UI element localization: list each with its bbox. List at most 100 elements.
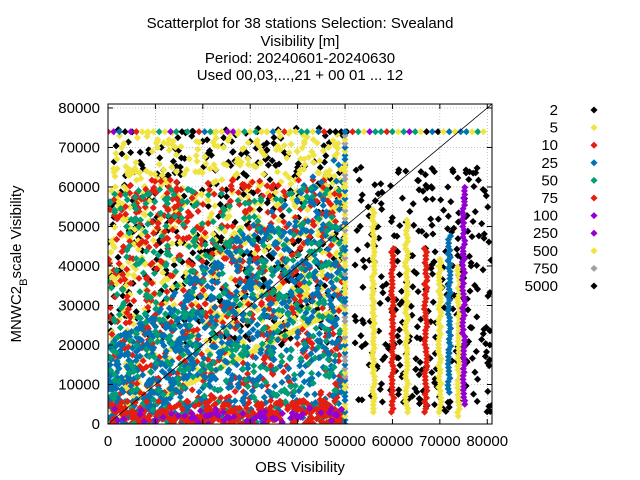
data-point-yellow xyxy=(287,180,295,188)
data-point-right xyxy=(396,361,404,369)
data-point-black xyxy=(114,253,122,261)
data-point-yellow xyxy=(316,157,324,165)
x-tick-label: 70000 xyxy=(419,433,461,450)
data-point-red xyxy=(126,313,134,321)
data-point-right xyxy=(447,198,455,206)
data-point-green xyxy=(136,288,144,296)
data-point-yellow xyxy=(212,177,220,185)
data-point-right xyxy=(484,387,492,395)
data-point-blue xyxy=(278,378,286,386)
data-point-black xyxy=(263,199,271,207)
data-point-yellow xyxy=(112,280,120,288)
data-point-black xyxy=(266,176,274,184)
data-point-yellow xyxy=(285,149,293,157)
data-point-yellow xyxy=(248,348,256,356)
data-point-yellow xyxy=(128,169,136,177)
data-point-right xyxy=(427,215,435,223)
data-point-yellow xyxy=(142,167,150,175)
legend-marker-25 xyxy=(590,159,598,167)
data-point-yellow xyxy=(176,239,184,247)
data-point-red xyxy=(245,224,253,232)
data-point-red xyxy=(135,274,143,282)
data-point-right xyxy=(358,191,366,199)
data-point-yellow xyxy=(148,147,156,155)
data-point-yellow xyxy=(313,139,321,147)
data-point-right xyxy=(473,313,481,321)
y-tick-label: 0 xyxy=(92,416,100,433)
data-point-yellow xyxy=(206,165,214,173)
data-point-yellow xyxy=(142,260,150,268)
data-point-yellow xyxy=(265,242,273,250)
data-point-black xyxy=(229,148,237,156)
data-point-red xyxy=(201,229,209,237)
data-point-right xyxy=(377,200,385,208)
data-point-blue xyxy=(314,370,323,378)
data-point-blue xyxy=(311,390,319,398)
data-point-yellow xyxy=(260,170,268,178)
data-point-red xyxy=(113,235,121,243)
data-point-black xyxy=(189,249,197,257)
data-point-yellow xyxy=(132,158,140,167)
data-point-right xyxy=(377,380,386,388)
data-point-black xyxy=(256,205,264,214)
data-point-yellow xyxy=(310,158,318,167)
data-point-right xyxy=(357,332,365,340)
data-point-yellow xyxy=(172,151,181,159)
data-point-red xyxy=(266,192,274,200)
data-point-red xyxy=(142,238,150,246)
data-point-right xyxy=(396,222,404,230)
data-point-right xyxy=(465,175,473,184)
legend-marker-5000 xyxy=(590,282,598,290)
data-point-top xyxy=(479,128,488,136)
data-point-yellow xyxy=(108,268,113,276)
data-point-yellow xyxy=(325,143,333,151)
data-point-yellow xyxy=(212,134,220,142)
data-point-right xyxy=(471,368,479,376)
y-tick-label: 40000 xyxy=(58,258,100,275)
data-point-right xyxy=(359,283,367,291)
data-point-right xyxy=(414,177,423,185)
data-point-right xyxy=(474,375,482,383)
data-point-green xyxy=(324,356,333,364)
data-point-right xyxy=(434,215,442,223)
data-point-yellow xyxy=(194,145,202,153)
data-point-right xyxy=(409,200,417,208)
data-point-red xyxy=(234,188,243,197)
legend-label-2: 2 xyxy=(550,102,558,119)
data-point-right xyxy=(355,176,363,184)
data-point-yellow xyxy=(108,248,115,256)
data-point-yellow xyxy=(116,132,124,140)
data-point-right xyxy=(440,206,448,214)
data-point-black xyxy=(270,133,278,142)
data-point-right xyxy=(479,266,487,274)
data-point-yellow xyxy=(318,271,326,279)
data-point-black xyxy=(242,172,250,180)
data-point-right xyxy=(413,323,421,331)
legend-marker-75 xyxy=(590,194,598,202)
data-point-yellow xyxy=(203,337,211,345)
data-point-black xyxy=(204,202,212,210)
legend-label-25: 25 xyxy=(541,155,558,172)
data-point-black xyxy=(169,157,177,165)
data-point-red xyxy=(161,228,169,236)
data-point-yellow xyxy=(315,169,323,177)
data-point-right xyxy=(479,330,487,338)
data-point-black xyxy=(156,154,164,162)
data-point-yellow xyxy=(282,170,290,178)
data-point-red xyxy=(331,190,339,198)
data-point-red xyxy=(199,200,207,208)
data-point-right xyxy=(378,398,386,406)
data-point-yellow xyxy=(244,139,252,147)
data-point-yellow xyxy=(220,143,228,151)
data-point-yellow xyxy=(224,137,232,145)
data-point-yellow xyxy=(280,141,288,149)
data-point-red xyxy=(246,205,254,213)
data-point-yellow xyxy=(108,237,115,245)
data-point-right xyxy=(454,174,462,182)
data-point-red xyxy=(281,335,289,343)
data-point-yellow xyxy=(111,183,119,191)
data-point-right xyxy=(359,256,367,264)
data-point-red xyxy=(124,305,133,313)
data-point-black xyxy=(278,212,286,220)
